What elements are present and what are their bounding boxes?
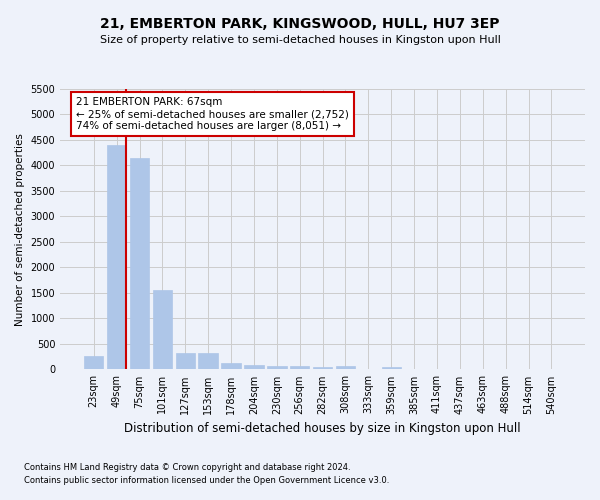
Bar (313, 366, 332, 370)
Bar (336, 366, 355, 370)
Bar (84, 356, 103, 370)
Bar (290, 366, 310, 370)
Bar (199, 352, 218, 370)
Bar (382, 366, 401, 370)
Bar (221, 364, 241, 370)
X-axis label: Distribution of semi-detached houses by size in Kingston upon Hull: Distribution of semi-detached houses by … (124, 422, 521, 435)
Y-axis label: Number of semi-detached properties: Number of semi-detached properties (15, 133, 25, 326)
Bar (244, 365, 263, 370)
Bar (130, 158, 149, 370)
Text: Contains HM Land Registry data © Crown copyright and database right 2024.: Contains HM Land Registry data © Crown c… (24, 464, 350, 472)
Bar (176, 352, 195, 370)
Bar (267, 366, 287, 370)
Bar (152, 290, 172, 370)
Text: 21 EMBERTON PARK: 67sqm
← 25% of semi-detached houses are smaller (2,752)
74% of: 21 EMBERTON PARK: 67sqm ← 25% of semi-de… (76, 98, 349, 130)
Text: Contains public sector information licensed under the Open Government Licence v3: Contains public sector information licen… (24, 476, 389, 485)
Text: Size of property relative to semi-detached houses in Kingston upon Hull: Size of property relative to semi-detach… (100, 35, 500, 45)
Bar (107, 145, 127, 370)
Text: 21, EMBERTON PARK, KINGSWOOD, HULL, HU7 3EP: 21, EMBERTON PARK, KINGSWOOD, HULL, HU7 … (100, 18, 500, 32)
